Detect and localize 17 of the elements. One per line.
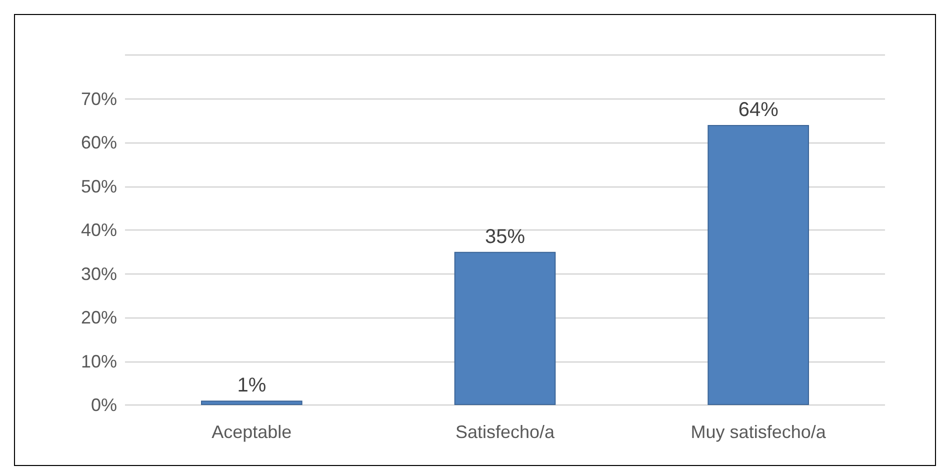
bar	[454, 252, 556, 405]
y-tick-label: 70%	[80, 88, 117, 109]
y-tick-label: 0%	[90, 395, 117, 415]
x-tick-label: Satisfecho/a	[455, 422, 556, 442]
y-tick-label: 10%	[80, 351, 117, 372]
data-label: 64%	[738, 99, 779, 121]
y-tick-label: 20%	[80, 308, 117, 328]
y-tick-label: 50%	[80, 176, 117, 196]
y-tick-label: 40%	[80, 220, 117, 240]
bar	[201, 400, 302, 405]
y-tick-label: 30%	[80, 264, 117, 284]
data-label: 1%	[237, 374, 266, 397]
y-tick-label: 60%	[80, 132, 117, 152]
x-tick-label: Aceptable	[212, 422, 292, 442]
data-label: 35%	[484, 226, 526, 248]
x-tick-label: Muy satisfecho/a	[690, 422, 827, 442]
bar	[708, 125, 809, 405]
